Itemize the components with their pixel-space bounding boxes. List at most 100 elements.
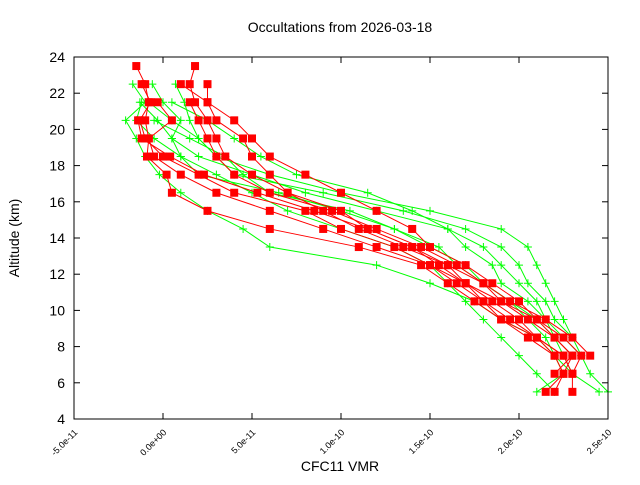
green-profile-1: [171, 80, 612, 396]
data-point-square: [166, 152, 175, 161]
data-point-square: [506, 315, 515, 324]
y-tick-label: 10: [49, 302, 65, 318]
data-point-square: [390, 243, 399, 252]
green-profile-1-line: [175, 83, 609, 393]
data-point-square: [470, 297, 479, 306]
data-point-square: [248, 170, 256, 179]
data-point-square: [137, 134, 146, 143]
x-axis-label: CFC11 VMR: [301, 458, 379, 474]
data-point-plus: [176, 152, 185, 161]
data-point-square: [137, 80, 146, 89]
data-point-square: [310, 206, 319, 215]
y-tick-label: 22: [49, 85, 65, 101]
data-point-plus: [239, 170, 248, 179]
green-profile-4-line: [148, 101, 573, 338]
data-point-square: [452, 279, 461, 288]
axis-ticks: 4 6 8 10 12 14 16 18 20 22 24 -5.0e-11 0.0e+00 5.0e-1…: [49, 49, 613, 458]
data-point-plus: [155, 170, 164, 179]
data-point-plus: [176, 116, 185, 125]
y-tick-label: 12: [49, 266, 65, 282]
data-point-square: [265, 224, 274, 233]
data-point-plus: [497, 224, 506, 233]
data-point-square: [337, 188, 345, 197]
plot-series: [121, 62, 612, 396]
red-profile-4-line: [207, 84, 564, 357]
data-point-square: [265, 188, 274, 197]
data-point-square: [399, 243, 408, 252]
data-point-square: [146, 98, 155, 107]
green-profile-0-line: [124, 83, 600, 393]
data-point-square: [372, 224, 381, 233]
data-point-square: [559, 351, 568, 360]
data-point-square: [417, 243, 426, 252]
data-point-square: [132, 62, 141, 71]
data-point-plus: [283, 206, 292, 215]
data-point-square: [162, 170, 171, 179]
green-profile-3: [135, 98, 577, 378]
data-point-square: [532, 315, 541, 324]
data-point-square: [212, 134, 221, 143]
data-point-plus: [461, 243, 470, 252]
data-point-plus: [256, 152, 265, 161]
data-point-plus: [128, 80, 137, 89]
data-point-plus: [399, 206, 408, 215]
data-point-plus: [150, 116, 159, 125]
data-point-plus: [194, 134, 203, 143]
x-tick-label: -5.0e-11: [49, 427, 79, 457]
data-point-square: [185, 98, 194, 107]
data-point-square: [176, 80, 185, 89]
data-point-square: [134, 116, 143, 125]
data-point-square: [230, 116, 239, 125]
data-point-plus: [212, 170, 221, 179]
data-point-plus: [167, 134, 176, 143]
data-point-square: [372, 206, 381, 215]
data-point-square: [434, 261, 443, 270]
data-point-plus: [515, 261, 523, 270]
data-point-square: [301, 170, 310, 179]
data-point-square: [248, 152, 256, 161]
data-point-plus: [497, 279, 506, 288]
data-point-plus: [363, 188, 372, 197]
data-point-plus: [532, 387, 541, 396]
y-tick-label: 8: [57, 339, 65, 355]
data-point-square: [523, 315, 532, 324]
data-point-square: [577, 351, 586, 360]
data-point-plus: [265, 243, 274, 252]
data-point-square: [191, 98, 200, 107]
y-tick-label: 6: [57, 375, 65, 391]
data-point-plus: [532, 297, 541, 306]
data-point-square: [550, 333, 559, 342]
data-point-plus: [443, 224, 452, 233]
data-point-square: [550, 351, 559, 360]
y-tick-label: 16: [49, 194, 65, 210]
data-point-square: [452, 261, 461, 270]
data-point-plus: [390, 224, 399, 233]
data-point-plus: [167, 98, 176, 107]
chart-title: Occultations from 2026-03-18: [248, 19, 433, 35]
data-point-plus: [292, 170, 301, 179]
x-tick-label: 2.0e-10: [496, 427, 525, 456]
data-point-plus: [301, 188, 310, 197]
data-point-plus: [523, 243, 532, 252]
data-point-plus: [559, 315, 568, 324]
data-point-square: [408, 243, 417, 252]
red-profile-7: [134, 116, 577, 378]
x-tick-label: 2.5e-10: [585, 427, 614, 456]
data-point-square: [408, 224, 417, 233]
y-tick-label: 24: [49, 49, 65, 65]
data-point-square: [337, 206, 345, 215]
x-tick-label: 5.0e-11: [229, 427, 257, 455]
data-point-square: [363, 224, 372, 233]
data-point-plus: [185, 116, 194, 125]
data-point-plus: [426, 279, 434, 288]
data-point-square: [515, 297, 523, 306]
y-tick-label: 20: [49, 121, 65, 137]
y-tick-label: 18: [49, 158, 65, 174]
data-point-square: [159, 152, 167, 161]
data-point-plus: [230, 134, 239, 143]
data-point-plus: [239, 224, 248, 233]
data-point-square: [559, 369, 568, 378]
red-profile-1-line: [189, 65, 582, 392]
x-tick-label: 0.0e+00: [138, 427, 168, 457]
green-profile-3-line: [139, 101, 573, 374]
